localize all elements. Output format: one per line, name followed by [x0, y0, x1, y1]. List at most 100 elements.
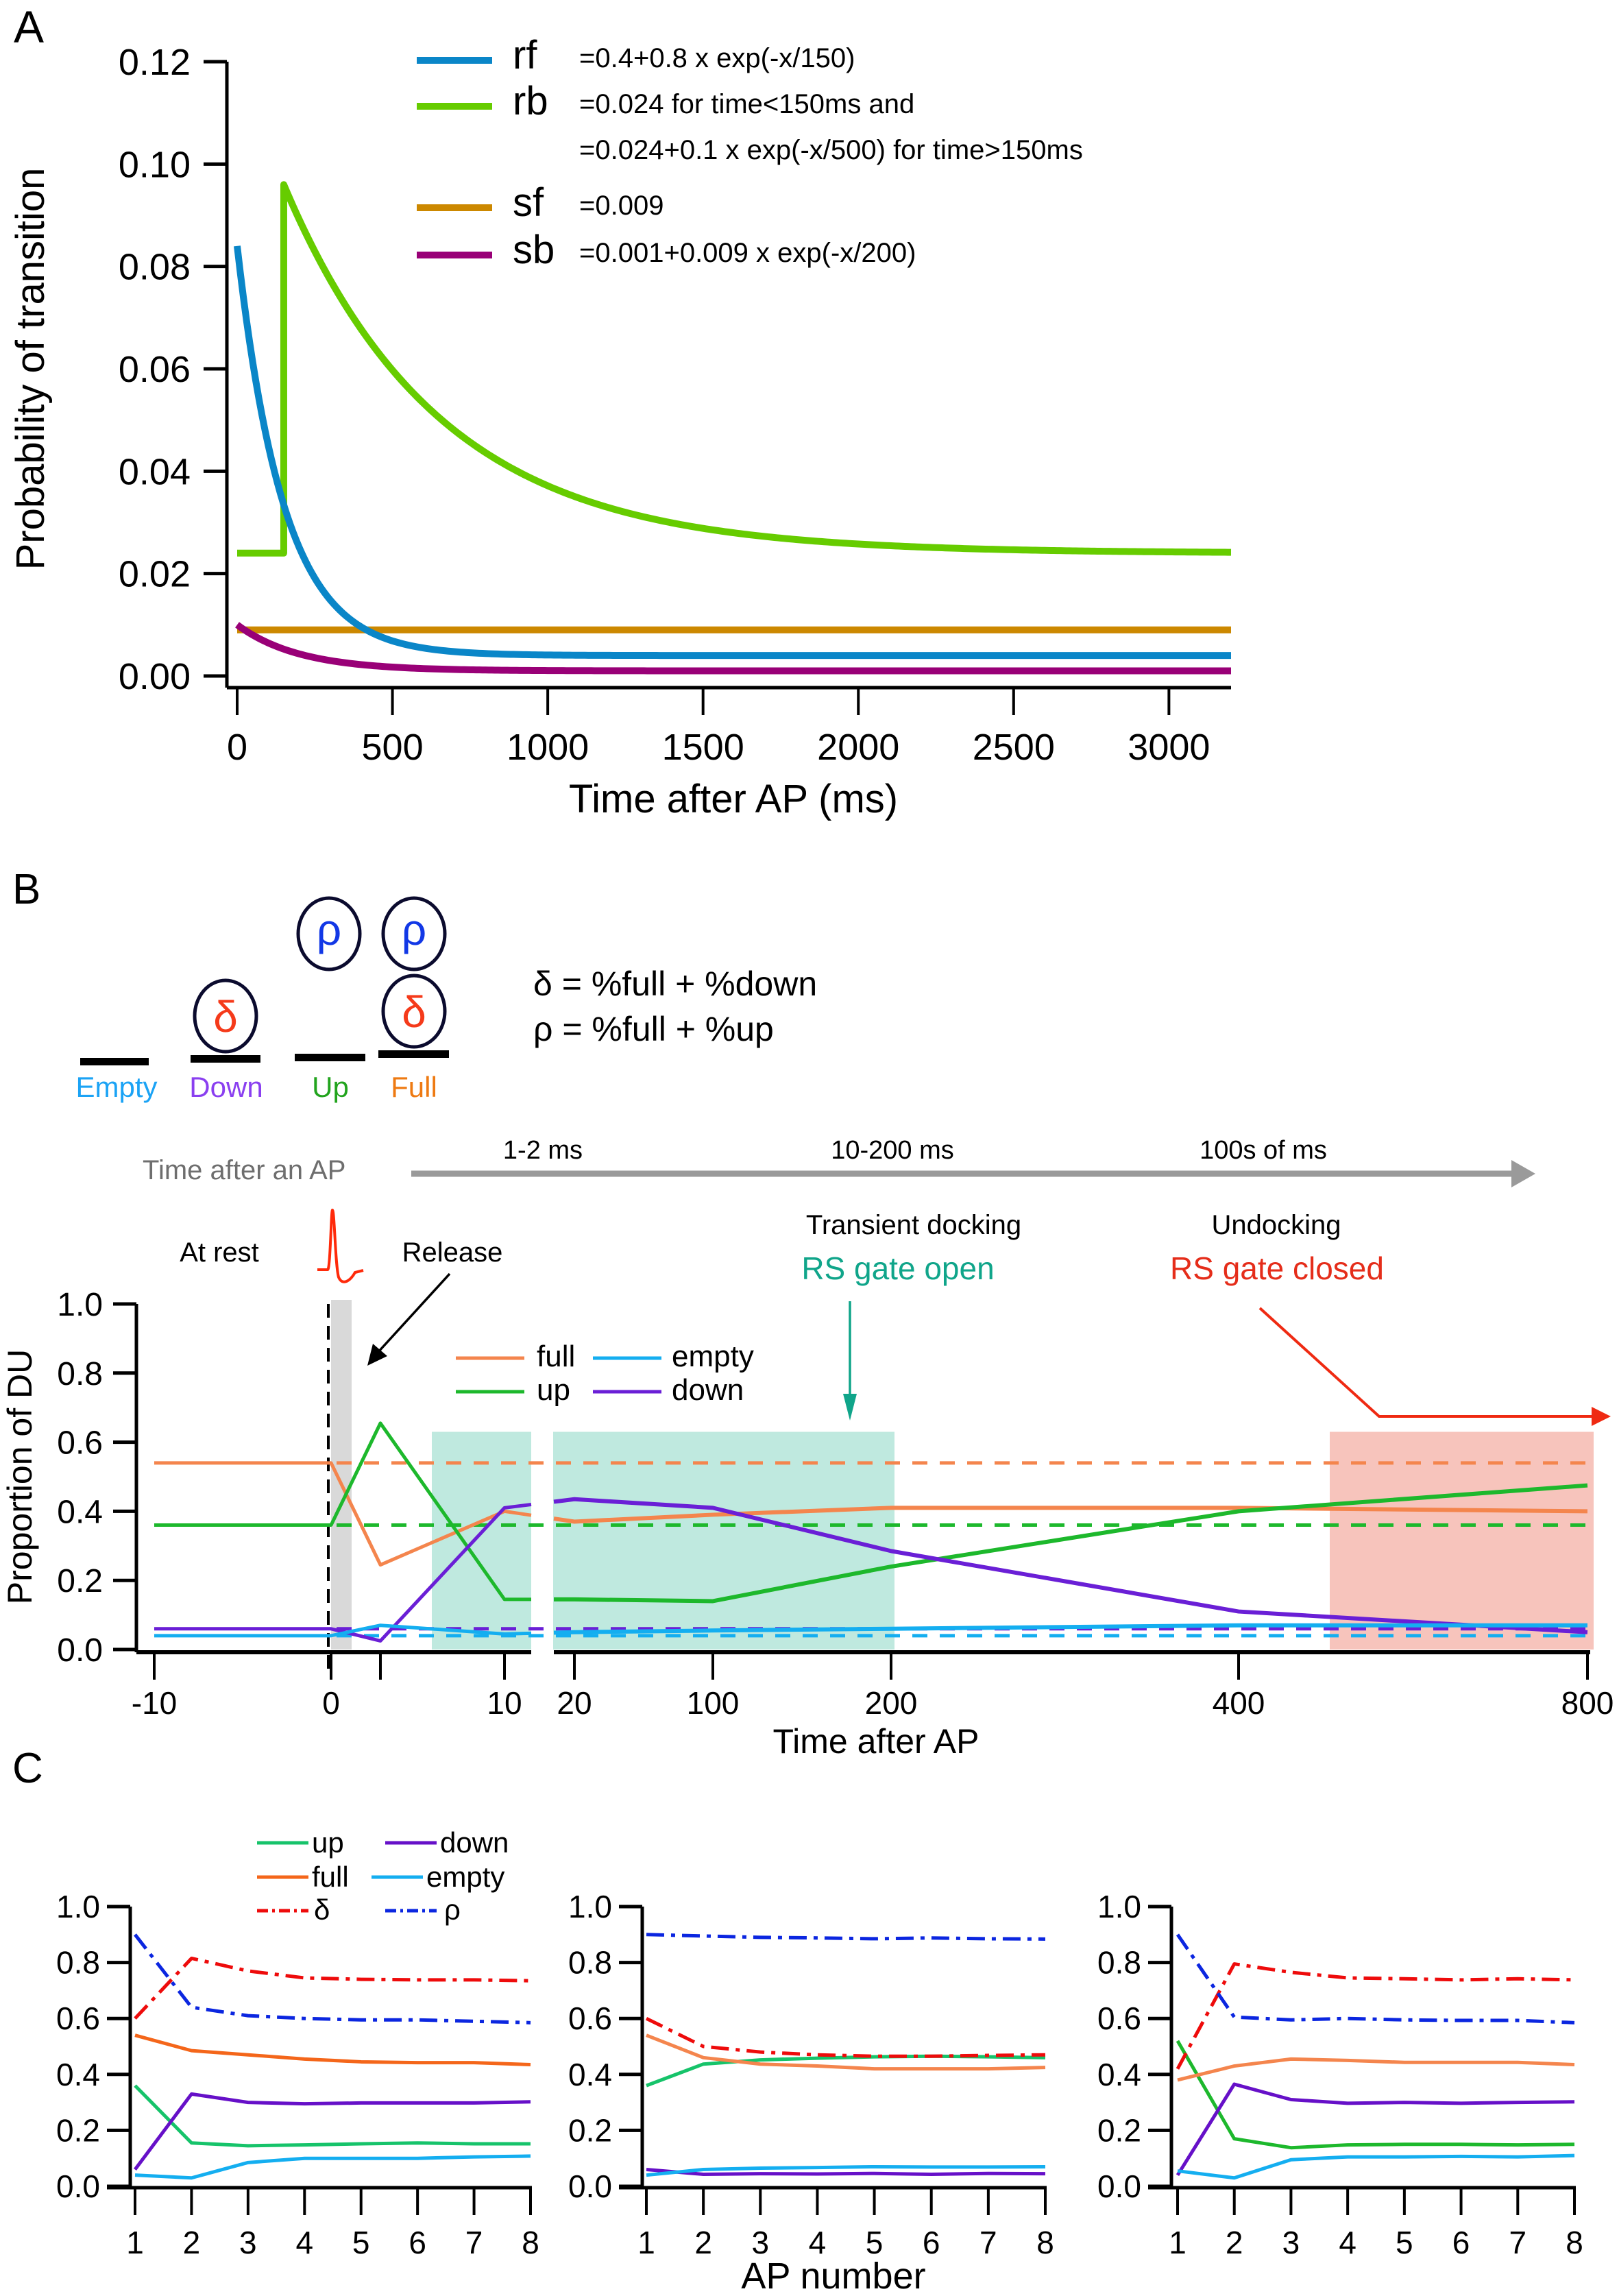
x-tick-label: 1000: [507, 727, 589, 768]
site-bar-up: [295, 1054, 365, 1061]
x-tick-label: 0: [227, 727, 247, 768]
x-tick-label: 5: [866, 2225, 884, 2260]
rho-glyph-up: ρ: [317, 905, 341, 954]
legend-formula-rb-2: =0.024+0.1 x exp(-x/500) for time>150ms: [579, 135, 1083, 165]
y-tick-label: 0.4: [1097, 2057, 1141, 2092]
x-tick-label: 100: [687, 1685, 740, 1721]
annotation-rs-gate-closed: RS gate closed: [1170, 1250, 1384, 1286]
x-tick-label: 2500: [973, 727, 1055, 768]
series-line-down: [1176, 2082, 1575, 2177]
series-line-full: [154, 1461, 532, 1567]
series-line-up: [154, 1421, 531, 1602]
legend-label-rf: rf: [513, 33, 537, 77]
panel-c1-chart: 0.0 0.2 0.4 0.6 0.8 1.0 1 2 3 4 5 6 7 8: [56, 1889, 539, 2260]
y-tick-label: 1.0: [1097, 1889, 1141, 1924]
y-tick-label: 0.2: [1097, 2112, 1141, 2148]
equation-delta: δ = %full + %down: [533, 965, 817, 1003]
y-tick-label: 0.08: [119, 247, 191, 288]
timeline-arrow-head: [1511, 1160, 1535, 1187]
series-line-rho: [646, 1933, 1046, 1941]
series-line-down: [133, 2092, 531, 2171]
panel-c3-chart: 0.0 0.2 0.4 0.6 0.8 1.0 1 2 3 4 5 6 7 8: [1097, 1889, 1583, 2260]
series-line-empty: [154, 1623, 532, 1638]
legend-label-delta: δ: [314, 1894, 330, 1926]
x-tick-label: 10: [487, 1685, 522, 1721]
x-tick-label: -10: [132, 1685, 177, 1721]
legend-formula-rb: =0.024 for time<150ms and: [579, 89, 914, 119]
legend-formula-sb: =0.001+0.009 x exp(-x/200): [579, 238, 916, 268]
series-line-empty: [1177, 2153, 1575, 2180]
series-line-empty: [646, 2164, 1046, 2177]
x-tick-label: 500: [362, 727, 424, 768]
y-tick-label: 0.02: [119, 554, 191, 595]
series-line-empty: [134, 2154, 531, 2180]
x-tick-label: 2: [1226, 2225, 1243, 2260]
y-tick-label: 0.6: [57, 1425, 103, 1462]
series-line-rho: [1176, 1933, 1575, 2025]
y-tick-label: 0.4: [56, 2057, 100, 2092]
state-label-down: Down: [189, 1071, 263, 1103]
shade-rs-gate-open: [432, 1431, 894, 1650]
series-line-sb: [235, 622, 1232, 675]
y-tick-label: 0.06: [119, 349, 191, 390]
y-tick-label: 0.2: [568, 2112, 612, 2148]
y-tick-label: 0.04: [119, 451, 191, 492]
legend-label-down: down: [440, 1826, 509, 1859]
timeline-tick-3: 100s of ms: [1200, 1136, 1327, 1165]
site-bar-down: [191, 1055, 260, 1063]
y-tick-label: 0.0: [57, 1632, 103, 1669]
vesicle-down-delta: [193, 978, 258, 1054]
panel-a-xlabel: Time after AP (ms): [569, 777, 898, 821]
annotation-undocking: Undocking: [1211, 1210, 1341, 1240]
panel-b-chart: 0.0 0.2 0.4 0.6 0.8 1.0 -10 0 10 20 100 200 400 800: [57, 1287, 1614, 1721]
panel-label-b: B: [12, 866, 40, 913]
action-potential-icon: [317, 1208, 364, 1283]
series-line-up: [554, 1483, 1588, 1604]
legend-label-up: up: [312, 1826, 344, 1859]
x-tick-label: 20: [557, 1685, 592, 1721]
legend-label-empty: empty: [426, 1861, 504, 1893]
series-line-full: [134, 2033, 531, 2067]
x-tick-label: 6: [1452, 2225, 1470, 2260]
series-line-down: [646, 2168, 1046, 2176]
x-tick-label: 7: [1509, 2225, 1526, 2260]
y-tick-label: 1.0: [57, 1287, 103, 1323]
shade-release: [331, 1300, 352, 1650]
annotation-rs-gate-open: RS gate open: [801, 1250, 994, 1286]
panel-label-c: C: [12, 1745, 43, 1792]
legend-label-up: up: [537, 1373, 570, 1407]
x-tick-label: 6: [923, 2225, 940, 2260]
series-line-up: [134, 2084, 531, 2148]
x-tick-label: 1: [637, 2225, 655, 2260]
series-line-down: [154, 1503, 532, 1643]
series-line-up: [646, 2054, 1046, 2088]
x-tick-label: 1: [126, 2225, 144, 2260]
vesicle-full-rho: [381, 896, 447, 971]
y-tick-label: 0.8: [568, 1945, 612, 1981]
series-line-empty: [553, 1623, 1587, 1635]
release-arrow-line: [369, 1272, 451, 1362]
rs-open-arrow-head: [843, 1394, 857, 1421]
x-tick-label: 5: [352, 2225, 370, 2260]
shade-rs-gate-closed: [1330, 1431, 1594, 1650]
equation-rho: ρ = %full + %up: [533, 1010, 774, 1048]
panel-b-legend: full empty up down: [456, 1340, 754, 1407]
y-tick-label: 0.4: [57, 1494, 103, 1530]
x-tick-label: 8: [522, 2225, 539, 2260]
site-bar-empty: [80, 1058, 149, 1065]
panel-a-ylabel: Probability of transition: [8, 168, 53, 570]
state-diagram: δ ρ ρ δ Empty Down Up Full δ = %full + %…: [75, 896, 817, 1103]
y-tick-label: 0.0: [56, 2168, 100, 2204]
series-line-full: [646, 2033, 1046, 2071]
x-tick-label: 4: [295, 2225, 313, 2260]
series-line-full: [1177, 2057, 1575, 2082]
vesicle-up-rho: [296, 896, 362, 971]
y-tick-label: 0.2: [57, 1563, 103, 1599]
x-tick-label: 200: [865, 1685, 918, 1721]
rs-closed-arrow-head: [1592, 1407, 1611, 1426]
y-tick-label: 0.0: [568, 2168, 612, 2204]
timeline-tick-1: 1-2 ms: [503, 1136, 583, 1165]
series-line-delta: [134, 1956, 531, 2020]
x-tick-label: 6: [409, 2225, 426, 2260]
